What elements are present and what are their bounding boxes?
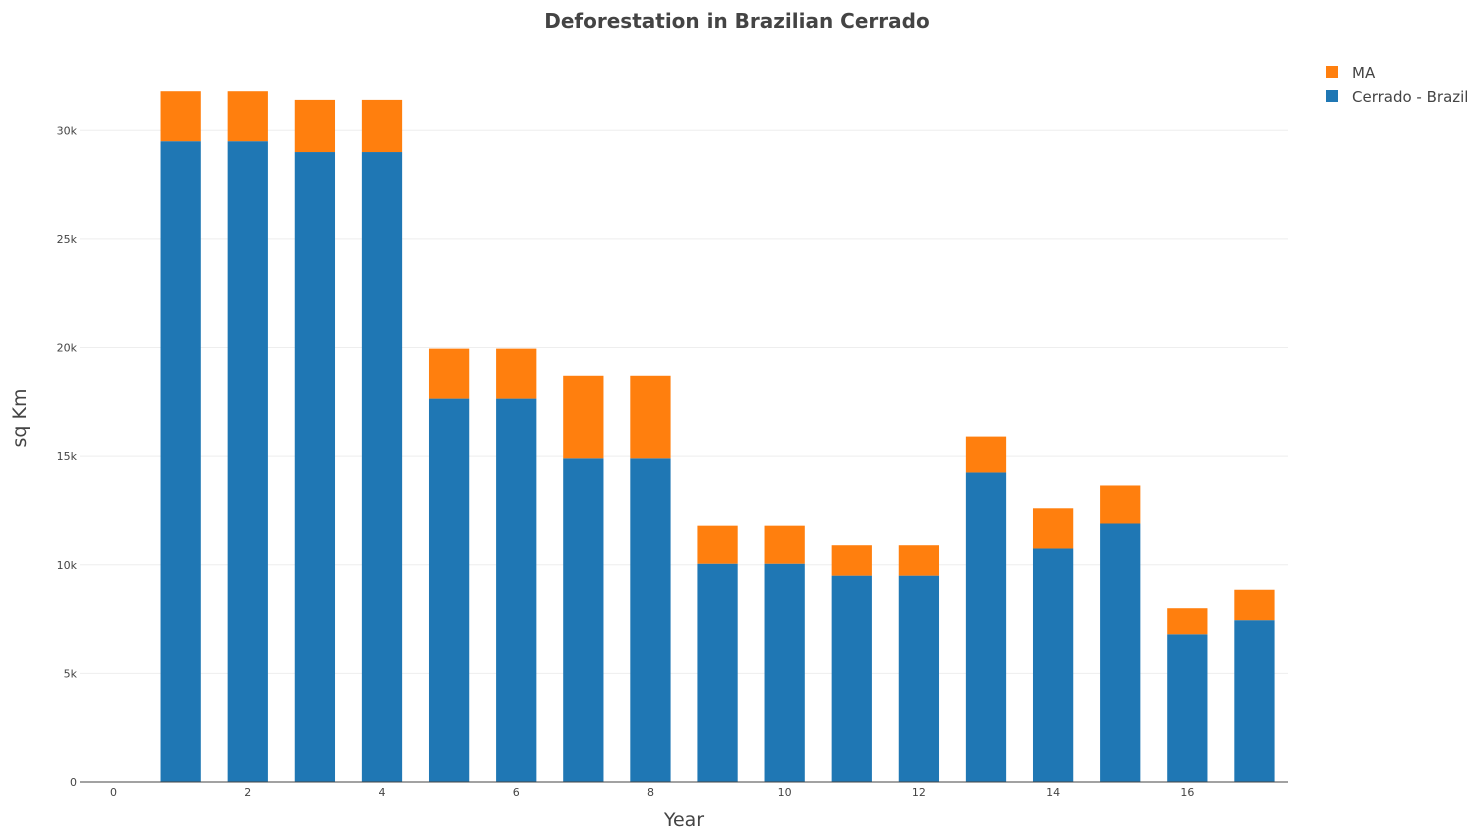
y-tick-label: 5k: [64, 667, 78, 680]
bar-cerrado-brazil: [697, 563, 738, 782]
legend: MA Cerrado - Brazil: [1326, 64, 1468, 106]
bar-cerrado-brazil: [965, 472, 1007, 782]
bar-ma: [1234, 589, 1275, 621]
bar-cerrado-brazil: [1032, 548, 1074, 782]
bar-cerrado-brazil: [227, 141, 268, 782]
bar-ma: [428, 348, 470, 399]
legend-label: MA: [1352, 64, 1376, 82]
bar-ma: [630, 375, 671, 459]
bar-ma: [361, 99, 403, 153]
x-tick-label: 10: [778, 786, 792, 799]
bar-ma: [1100, 485, 1141, 524]
x-axis-title: Year: [663, 809, 704, 831]
y-tick-label: 20k: [57, 342, 78, 355]
bar-ma: [160, 91, 201, 142]
bar-ma: [697, 525, 738, 564]
x-tick-label: 6: [513, 786, 520, 799]
bar-ma: [496, 348, 537, 399]
x-tick-label: 14: [1046, 786, 1060, 799]
bar-ma: [227, 91, 268, 142]
bar-ma: [1167, 608, 1208, 635]
legend-swatch: [1326, 90, 1338, 102]
legend-swatch: [1326, 66, 1338, 78]
bar-cerrado-brazil: [496, 398, 537, 782]
chart-title: Deforestation in Brazilian Cerrado: [544, 9, 929, 33]
legend-label: Cerrado - Brazil: [1352, 88, 1468, 106]
y-tick-label: 15k: [57, 450, 78, 463]
bar-ma: [1032, 508, 1074, 549]
y-tick-label: 30k: [57, 124, 78, 137]
bar-cerrado-brazil: [764, 563, 805, 782]
bar-cerrado-brazil: [160, 141, 201, 782]
bar-cerrado-brazil: [361, 152, 403, 782]
x-tick-label: 12: [912, 786, 926, 799]
bar-cerrado-brazil: [630, 458, 671, 782]
bar-ma: [965, 436, 1007, 473]
x-tick-label: 2: [244, 786, 251, 799]
bar-ma: [898, 545, 940, 576]
bar-cerrado-brazil: [831, 575, 872, 782]
y-tick-label: 10k: [57, 559, 78, 572]
y-tick-label: 0: [70, 776, 77, 789]
x-tick-label: 16: [1180, 786, 1194, 799]
bar-cerrado-brazil: [1100, 523, 1141, 782]
x-tick-label: 0: [110, 786, 117, 799]
bar-cerrado-brazil: [1167, 634, 1208, 782]
x-tick-label: 8: [647, 786, 654, 799]
bar-ma: [294, 99, 336, 153]
bar-cerrado-brazil: [563, 458, 604, 782]
bar-cerrado-brazil: [294, 152, 336, 782]
bar-cerrado-brazil: [898, 575, 940, 782]
y-axis-title: sq Km: [9, 389, 31, 448]
bar-ma: [563, 375, 604, 459]
bars: [160, 91, 1275, 782]
bar-cerrado-brazil: [1234, 620, 1275, 782]
bar-ma: [831, 545, 872, 576]
x-tick-label: 4: [379, 786, 386, 799]
y-tick-label: 25k: [57, 233, 78, 246]
gridlines: [80, 129, 1288, 674]
bar-ma: [764, 525, 805, 564]
bar-cerrado-brazil: [428, 398, 470, 782]
tick-labels: 0 5k 10k 15k 20k 25k 30k 0 2 4 6 8 10 12 14 16: [57, 124, 1195, 799]
